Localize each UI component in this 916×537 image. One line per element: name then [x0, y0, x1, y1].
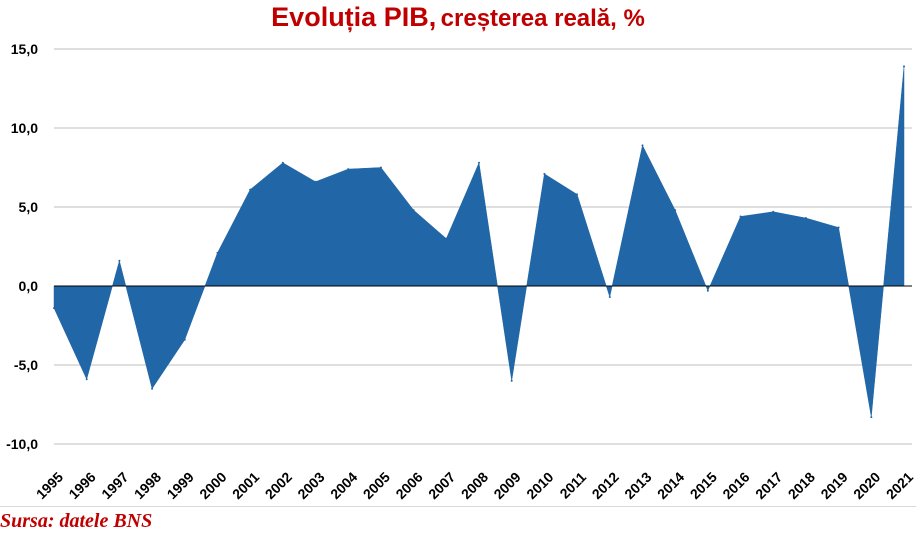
- x-tick-label: 2011: [556, 469, 589, 502]
- x-tick-label: 2000: [196, 469, 229, 502]
- y-tick-label: 15,0: [11, 41, 38, 57]
- source-note: Sursa: datele BNS: [0, 510, 153, 532]
- chart-title: Evoluția PIB, creșterea reală, %: [0, 2, 916, 33]
- y-tick-label: -5,0: [14, 357, 38, 373]
- x-tick-label: 2021: [883, 469, 916, 502]
- x-tick-label: 2018: [785, 469, 818, 502]
- x-tick-label: 2004: [327, 469, 360, 502]
- x-tick-label: 2010: [523, 469, 556, 502]
- x-tick-label: 2008: [458, 469, 491, 502]
- y-tick-label: 0,0: [19, 278, 39, 294]
- x-tick-label: 1998: [131, 469, 164, 502]
- data-point: [641, 144, 644, 147]
- data-point: [314, 180, 317, 183]
- x-tick-label: 2017: [752, 469, 785, 502]
- data-point: [281, 161, 284, 164]
- data-point: [903, 65, 905, 68]
- x-tick-label: 2005: [360, 469, 393, 502]
- data-point: [870, 416, 873, 419]
- data-point: [183, 338, 186, 341]
- x-tick-label: 2009: [490, 469, 523, 502]
- data-point: [510, 379, 513, 382]
- data-point: [347, 168, 350, 171]
- x-tick-label: 2020: [850, 469, 883, 502]
- x-tick-label: 1997: [98, 469, 131, 502]
- x-tick-label: 2001: [229, 469, 262, 502]
- data-point: [576, 193, 579, 196]
- x-tick-label: 2014: [654, 469, 687, 502]
- y-tick-label: 5,0: [19, 199, 39, 215]
- x-tick-label: 2019: [817, 469, 850, 502]
- x-tick-label: 2016: [719, 469, 752, 502]
- data-point: [151, 387, 154, 390]
- data-point: [608, 296, 611, 299]
- gdp-growth-area: [53, 66, 905, 418]
- x-tick-label: 1999: [164, 469, 197, 502]
- data-point: [216, 251, 219, 254]
- x-tick-label: 1995: [33, 469, 66, 502]
- data-point: [118, 259, 121, 262]
- data-point: [85, 378, 88, 381]
- data-point: [674, 209, 677, 212]
- data-point: [478, 161, 480, 164]
- x-tick-label: 2002: [262, 469, 295, 502]
- footer-divider: [0, 506, 916, 507]
- data-point: [249, 188, 252, 191]
- x-tick-label: 2003: [294, 469, 327, 502]
- data-point: [804, 217, 807, 220]
- data-point: [772, 210, 775, 213]
- x-tick-label: 2015: [687, 469, 720, 502]
- x-tick-label: 2006: [392, 469, 425, 502]
- data-point: [53, 307, 55, 310]
- data-point: [445, 237, 448, 240]
- x-tick-label: 2013: [621, 469, 654, 502]
- y-tick-label: -10,0: [6, 436, 38, 452]
- data-point: [543, 172, 546, 175]
- x-tick-label: 2012: [589, 469, 622, 502]
- data-point: [837, 226, 840, 229]
- data-point: [706, 289, 709, 292]
- x-tick-label: 1996: [65, 469, 98, 502]
- x-tick-label: 2007: [425, 469, 458, 502]
- data-point: [739, 215, 742, 218]
- y-tick-label: 10,0: [11, 120, 38, 136]
- chart-title-sub: creșterea reală, %: [440, 5, 645, 32]
- data-point: [379, 166, 382, 169]
- chart-title-main: Evoluția PIB,: [271, 2, 437, 32]
- data-point: [412, 209, 415, 212]
